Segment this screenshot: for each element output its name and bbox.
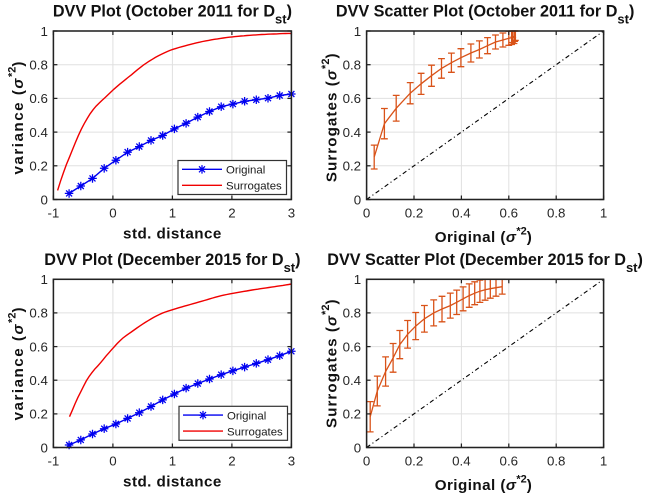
svg-text:0.8: 0.8 — [547, 454, 566, 469]
svg-text:0.8: 0.8 — [343, 306, 362, 321]
svg-text:0.4: 0.4 — [343, 125, 362, 140]
svg-text:0.2: 0.2 — [29, 407, 48, 422]
svg-text:1: 1 — [354, 24, 361, 39]
svg-text:0.6: 0.6 — [500, 454, 519, 469]
svg-text:3: 3 — [288, 454, 295, 469]
svg-text:0.6: 0.6 — [29, 91, 48, 106]
svg-text:0.2: 0.2 — [29, 159, 48, 174]
svg-text:0.8: 0.8 — [343, 58, 362, 73]
svg-text:1: 1 — [600, 206, 607, 221]
svg-text:std. distance: std. distance — [123, 225, 222, 242]
svg-text:std. distance: std. distance — [123, 473, 222, 490]
svg-text:0: 0 — [363, 206, 370, 221]
svg-text:0.6: 0.6 — [500, 206, 519, 221]
svg-text:0.4: 0.4 — [29, 125, 48, 140]
svg-text:0.2: 0.2 — [343, 407, 362, 422]
svg-text:0.6: 0.6 — [343, 91, 362, 106]
svg-text:0.8: 0.8 — [547, 206, 566, 221]
svg-text:Surrogates: Surrogates — [227, 426, 283, 438]
svg-text:0: 0 — [40, 440, 47, 455]
svg-text:0: 0 — [354, 192, 361, 207]
svg-text:0: 0 — [109, 454, 116, 469]
svg-text:Original: Original — [226, 165, 265, 177]
svg-text:Surrogates (σ*2): Surrogates (σ*2) — [320, 298, 341, 428]
svg-text:Original: Original — [227, 410, 266, 422]
svg-text:3: 3 — [288, 206, 295, 221]
svg-text:1: 1 — [40, 24, 47, 39]
svg-text:0.2: 0.2 — [405, 206, 424, 221]
svg-text:variance (σ*2): variance (σ*2) — [7, 306, 28, 420]
svg-text:0.6: 0.6 — [343, 339, 362, 354]
svg-text:1: 1 — [354, 272, 361, 287]
svg-text:0.2: 0.2 — [343, 159, 362, 174]
svg-text:0.4: 0.4 — [29, 373, 48, 388]
svg-text:0.4: 0.4 — [343, 373, 362, 388]
svg-text:0.4: 0.4 — [452, 206, 471, 221]
svg-text:0.8: 0.8 — [29, 58, 48, 73]
svg-text:2: 2 — [228, 206, 235, 221]
svg-text:Original (σ*2): Original (σ*2) — [435, 474, 533, 495]
svg-text:1: 1 — [169, 206, 176, 221]
svg-text:0.6: 0.6 — [29, 339, 48, 354]
svg-text:2: 2 — [228, 454, 235, 469]
svg-text:1: 1 — [600, 454, 607, 469]
svg-text:0.2: 0.2 — [405, 454, 424, 469]
svg-text:0: 0 — [109, 206, 116, 221]
svg-text:variance (σ*2): variance (σ*2) — [7, 60, 28, 174]
svg-text:Surrogates: Surrogates — [226, 181, 282, 193]
svg-text:0: 0 — [363, 454, 370, 469]
svg-text:-1: -1 — [47, 454, 59, 469]
svg-text:0.8: 0.8 — [29, 306, 48, 321]
svg-text:1: 1 — [169, 454, 176, 469]
svg-text:0: 0 — [354, 440, 361, 455]
svg-text:Surrogates (σ*2): Surrogates (σ*2) — [320, 52, 341, 182]
svg-text:0: 0 — [40, 192, 47, 207]
svg-text:0.4: 0.4 — [452, 454, 471, 469]
svg-text:Original (σ*2): Original (σ*2) — [435, 226, 533, 247]
svg-text:1: 1 — [40, 272, 47, 287]
svg-text:-1: -1 — [47, 206, 59, 221]
